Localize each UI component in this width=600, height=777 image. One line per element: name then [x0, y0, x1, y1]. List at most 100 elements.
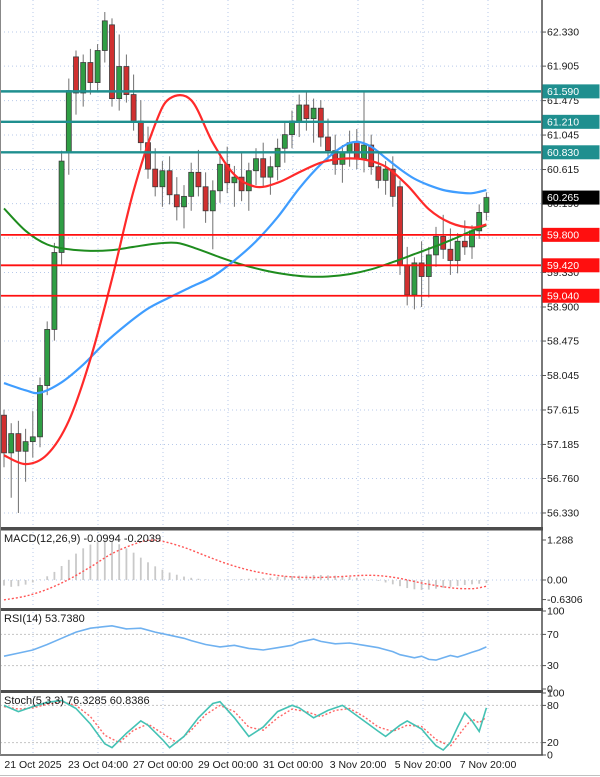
candle: [159, 170, 166, 188]
current-price-badge[interactable]: 60.265: [542, 190, 600, 205]
candle: [116, 66, 123, 99]
candle: [80, 62, 87, 94]
price-tick-label: 60.615: [547, 164, 579, 176]
indicator-tick-label: 30: [547, 660, 559, 672]
resistance-price-badge[interactable]: 60.830: [542, 145, 600, 160]
candle: [253, 158, 259, 172]
indicator-tick-label: 80: [547, 700, 559, 712]
price-badge-label: 61.210: [547, 116, 579, 128]
x-axis-label: 31 Oct 00:00: [263, 759, 323, 771]
candle: [483, 197, 490, 213]
price-badge-label: 59.040: [547, 290, 579, 302]
candle: [325, 136, 331, 152]
stoch-indicator-label: Stoch(5,3,3) 76.3285 60.8386: [4, 695, 150, 707]
candle: [469, 230, 475, 248]
indicator-tick-label: 100: [547, 688, 565, 700]
candle: [245, 170, 252, 192]
candle: [130, 94, 137, 122]
candle: [447, 248, 454, 261]
candle: [303, 104, 310, 120]
candle: [37, 385, 43, 438]
ma-red-line: [3, 94, 487, 466]
candle: [296, 104, 303, 122]
candle: [418, 262, 425, 277]
stoch-d-line: [3, 700, 487, 748]
indicator-tick-label: 20: [547, 737, 559, 749]
candle: [231, 176, 238, 184]
panel-divider[interactable]: [0, 690, 543, 693]
candle: [260, 158, 267, 178]
candle: [87, 62, 94, 83]
rsi-line: [3, 624, 487, 661]
candle: [123, 66, 130, 95]
candle: [1, 414, 7, 454]
candle: [94, 50, 101, 83]
time-axis[interactable]: 21 Oct 2025 23 Oct 04:00 27 Oct 00:00 29 Oc…: [4, 759, 516, 771]
price-tick-label: 62.330: [547, 27, 579, 39]
candle: [8, 433, 15, 454]
macd-indicator-label: MACD(12,26,9) -0.0994 -0.2039: [4, 533, 162, 545]
candle: [389, 168, 396, 197]
price-tick-label: 61.905: [547, 61, 579, 73]
rsi-indicator-label: RSI(14) 53.7380: [4, 613, 85, 625]
price-tick-label: 61.045: [547, 130, 579, 142]
x-axis-label: 21 Oct 2025: [4, 759, 61, 771]
candle: [101, 20, 108, 51]
candle: [476, 212, 483, 232]
price-badge-label: 60.830: [547, 147, 579, 159]
candle: [29, 436, 36, 443]
price-badge-label: 59.800: [547, 229, 579, 241]
support-price-badge[interactable]: 59.420: [542, 258, 600, 273]
candle: [152, 168, 159, 188]
resistance-price-badge[interactable]: 61.590: [542, 84, 600, 99]
price-tick-label: 58.045: [547, 370, 579, 382]
ma-green-line: [3, 207, 487, 278]
candle: [181, 195, 187, 208]
x-axis-label: 23 Oct 04:00: [68, 759, 128, 771]
panel-divider[interactable]: [0, 527, 543, 531]
candle: [22, 441, 29, 452]
price-badge-label: 59.420: [547, 260, 579, 272]
indicator-tick-label: 70: [547, 629, 559, 641]
indicator-tick-label: 0: [547, 750, 553, 762]
candle: [238, 176, 245, 192]
candle: [375, 166, 382, 181]
candle: [209, 190, 216, 212]
candle: [267, 166, 274, 178]
candle: [137, 120, 144, 144]
x-axis-label: 3 Nov 20:00: [330, 759, 387, 771]
support-price-badge[interactable]: 59.040: [542, 288, 600, 303]
x-axis-label: 7 Nov 20:00: [460, 759, 517, 771]
candle: [51, 252, 58, 330]
price-badge-label: 61.590: [547, 86, 579, 98]
candle: [109, 24, 115, 99]
candle: [202, 186, 209, 212]
price-tick-label: 58.900: [547, 301, 579, 313]
indicator-tick-label: 1.288: [547, 535, 573, 547]
candle: [217, 163, 223, 192]
indicator-tick-label: 100: [547, 606, 565, 618]
candle: [173, 194, 180, 208]
indicator-tick-label: 0: [547, 684, 553, 696]
grid: [0, 0, 541, 755]
indicator-tick-label: 0.00: [547, 574, 568, 586]
candle: [454, 240, 461, 261]
price-tick-label: 56.330: [547, 507, 579, 519]
candle: [411, 262, 418, 296]
price-tick-label: 58.475: [547, 336, 579, 348]
candle: [188, 171, 195, 197]
panel-divider[interactable]: [0, 608, 543, 611]
price-tick-label: 57.185: [547, 439, 579, 451]
candle: [382, 168, 389, 181]
price-tick-label: 57.615: [547, 404, 579, 416]
candle: [73, 56, 79, 94]
macd-histogram: [3, 540, 488, 590]
candle: [310, 107, 317, 120]
support-price-badge[interactable]: 59.800: [542, 227, 600, 242]
resistance-price-badge[interactable]: 61.210: [542, 114, 600, 129]
x-axis-label: 29 Oct 00:00: [198, 759, 258, 771]
price-axis[interactable]: 62.33061.90561.47561.04560.61560.19059.7…: [542, 27, 583, 762]
candle: [397, 186, 403, 266]
